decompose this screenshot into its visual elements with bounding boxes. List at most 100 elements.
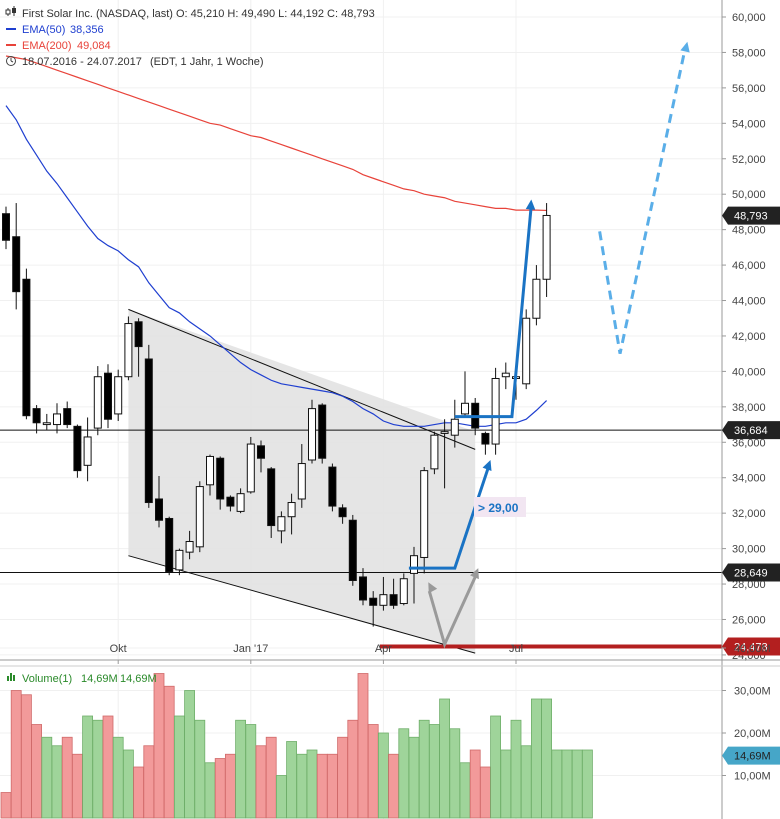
candle [328, 463, 337, 512]
volume-bar [347, 719, 359, 819]
volume-bar [357, 673, 369, 819]
volume-legend-a: 14,69M [81, 673, 118, 685]
y-tick-label: 44,000 [732, 296, 766, 308]
volume-bar [316, 753, 328, 819]
candle-body [461, 402, 469, 415]
candle [134, 318, 143, 377]
level-tag-label: 28,649 [734, 568, 768, 580]
candle [236, 488, 245, 514]
candle [379, 576, 388, 611]
candle-body [389, 594, 398, 606]
x-tick-label: Okt [110, 643, 127, 655]
candle-body [440, 431, 449, 434]
ema200-swatch [6, 44, 16, 46]
volume-bar [61, 736, 73, 819]
horizontal-levels [0, 429, 722, 649]
candle [318, 403, 327, 464]
candle-body [104, 372, 112, 420]
candle [216, 456, 225, 510]
volume-bar [214, 758, 226, 819]
chart-header: First Solar Inc. (NASDAQ, last) O: 45,21… [5, 6, 375, 68]
y-tick-label: 40,000 [732, 366, 766, 378]
breakout-path-upper [454, 204, 533, 419]
candle-body [2, 213, 10, 241]
volume-bar [245, 724, 257, 819]
candle [410, 546, 418, 604]
candle-body [53, 413, 61, 426]
y-tick-label: 46,000 [732, 260, 766, 272]
candle-body [155, 498, 163, 521]
volume-bar [102, 715, 114, 819]
volume-bar [204, 762, 216, 819]
candle [522, 309, 531, 390]
volume-bar [561, 749, 573, 819]
candle [369, 591, 378, 627]
gray-arrow-head [470, 568, 479, 580]
candle-body [124, 323, 133, 378]
volume-bar [20, 694, 32, 819]
candle-body [308, 408, 316, 461]
volume-bar [82, 715, 93, 819]
candle-body [369, 597, 378, 606]
level-tag [722, 421, 780, 440]
volume-bar [398, 728, 410, 819]
candle-body [93, 376, 102, 429]
volume-legend: Volume(1) 14,69M 14,69M [7, 673, 157, 685]
volume-bar [163, 685, 175, 819]
volume-bar [377, 732, 389, 819]
candle [491, 367, 500, 455]
candle [42, 413, 51, 430]
y-tick-label: 54,000 [732, 118, 766, 130]
candle [206, 454, 214, 496]
y-tick-label: 26,000 [732, 614, 766, 626]
ema50-value: 38,356 [70, 24, 104, 36]
candle-body [450, 418, 459, 436]
level-tag-label: 24,478 [734, 641, 768, 653]
candle [195, 481, 204, 553]
candle-body [12, 236, 21, 293]
volume-bar [184, 690, 196, 819]
projection-path [598, 52, 686, 354]
candle [267, 467, 276, 538]
y-tick-label: 36,000 [732, 437, 766, 449]
candle [348, 514, 357, 586]
candle-body [216, 457, 225, 500]
volume-bar [173, 715, 185, 819]
gray-reversal-path [427, 576, 477, 649]
volume-bar [41, 736, 53, 819]
candle-body [185, 541, 194, 553]
candle-body [114, 376, 123, 415]
volume-bar [0, 792, 12, 819]
volume-y-tick-label: 40,00M [734, 643, 771, 655]
range-info: (EDT, 1 Jahr, 1 Woche) [150, 56, 264, 68]
volume-bar [224, 753, 236, 819]
volume-bar [123, 749, 134, 819]
volume-title: Volume(1) [22, 673, 72, 685]
volume-bar [255, 745, 267, 819]
candle-body [430, 434, 439, 470]
level-tag [722, 637, 780, 656]
volume-bar [92, 719, 104, 819]
candle-body [542, 214, 551, 280]
x-tick-label: Jul [509, 643, 523, 655]
candle-body [481, 432, 490, 445]
volume-bar [428, 724, 440, 819]
candle [114, 369, 123, 422]
x-tick-label: Apr [375, 643, 392, 655]
date-range: 18.07.2016 - 24.07.2017 [22, 56, 142, 68]
candle [2, 206, 10, 250]
candle [287, 493, 296, 535]
ema50-swatch [6, 28, 16, 30]
y-tick-label: 58,000 [732, 47, 766, 59]
candle [532, 265, 541, 326]
candle-body [410, 555, 418, 574]
volume-bar [418, 719, 430, 819]
candle [257, 440, 265, 473]
volume-bar [439, 698, 451, 819]
volume-bar [51, 745, 63, 819]
target-label-box [474, 497, 526, 517]
volume-y-tick-label: 10,00M [734, 771, 771, 783]
